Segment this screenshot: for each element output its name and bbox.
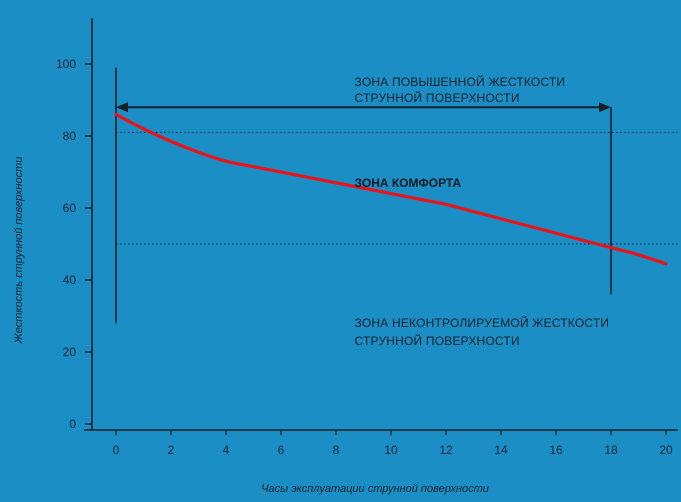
zone-label: СТРУННОЙ ПОВЕРХНОСТИ bbox=[355, 90, 520, 105]
x-tick-label: 18 bbox=[604, 443, 618, 457]
y-tick-label: 80 bbox=[63, 129, 77, 143]
y-tick-label: 100 bbox=[56, 57, 76, 71]
x-tick-label: 2 bbox=[168, 443, 175, 457]
x-tick-label: 14 bbox=[494, 443, 508, 457]
x-ticks: 0 2 4 6 8 10 12 14 16 18 20 bbox=[113, 430, 673, 457]
y-ticks: 0 20 40 60 80 100 bbox=[56, 57, 92, 431]
zone-label: СТРУННОЙ ПОВЕРХНОСТИ bbox=[355, 333, 520, 348]
zone-label-bold: ЗОНА КОМФОРТА bbox=[355, 176, 462, 190]
y-tick-label: 60 bbox=[63, 201, 77, 215]
x-axis-label: Часы эксплуатации струнной поверхности bbox=[261, 483, 489, 495]
x-tick-label: 16 bbox=[549, 443, 563, 457]
y-tick-label: 40 bbox=[63, 273, 77, 287]
zone-label: ЗОНА НЕКОНТРОЛИРУЕМОЙ ЖЕСТКОСТИ bbox=[355, 315, 610, 330]
x-tick-label: 6 bbox=[278, 443, 285, 457]
x-tick-label: 12 bbox=[439, 443, 453, 457]
zone-label: ЗОНА ПОВЫШЕННОЙ ЖЕСТКОСТИ bbox=[355, 74, 566, 89]
arrow-head-right bbox=[599, 102, 611, 112]
y-tick-label: 0 bbox=[69, 417, 76, 431]
x-tick-label: 10 bbox=[384, 443, 398, 457]
x-tick-label: 8 bbox=[333, 443, 340, 457]
x-tick-label: 20 bbox=[659, 443, 673, 457]
y-tick-label: 20 bbox=[63, 345, 77, 359]
x-tick-label: 0 bbox=[113, 443, 120, 457]
y-axis-label: Жесткость струнной поверхности bbox=[13, 157, 25, 345]
x-tick-label: 4 bbox=[223, 443, 230, 457]
arrow-head-left bbox=[116, 102, 128, 112]
